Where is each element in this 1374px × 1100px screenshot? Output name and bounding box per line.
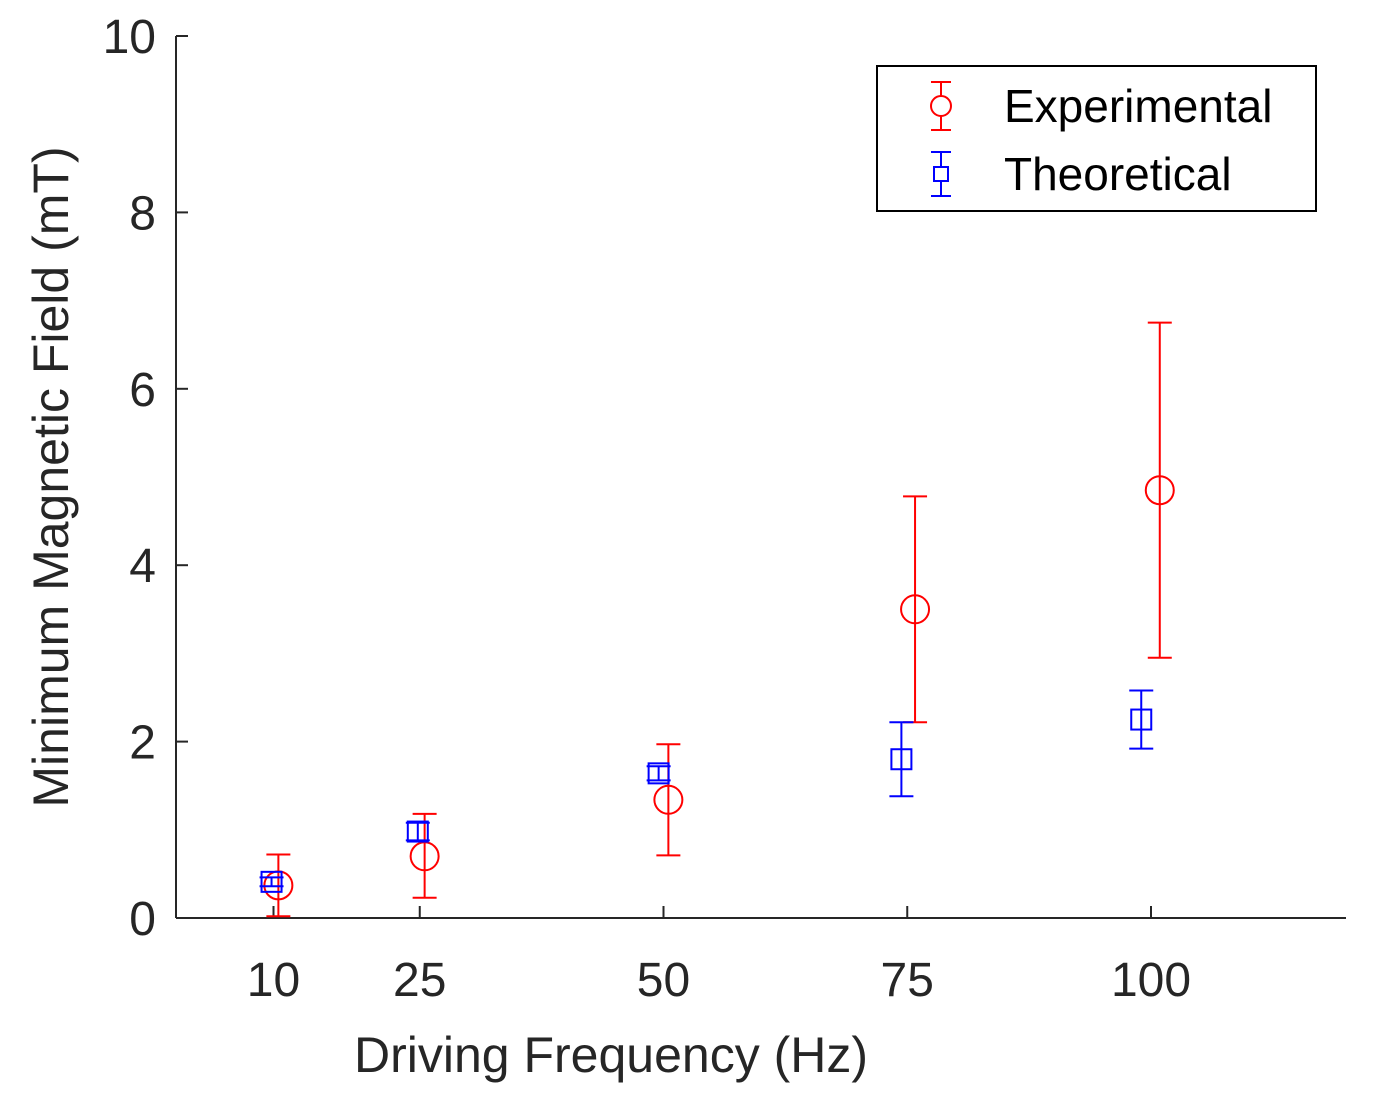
legend-theoretical-label: Theoretical	[1004, 148, 1232, 200]
theoretical-point	[260, 870, 283, 893]
y-tick-label: 2	[129, 717, 156, 770]
y-tick-label: 8	[129, 187, 156, 240]
legend-experimental-marker	[930, 95, 952, 117]
theoretical-point	[406, 820, 429, 843]
y-tick-label: 10	[103, 11, 156, 64]
y-tick-label: 4	[129, 540, 156, 593]
experimental-point	[653, 784, 684, 815]
experimental-point	[1144, 475, 1175, 506]
theoretical-point	[890, 748, 913, 771]
theoretical-series	[259, 689, 1154, 893]
y-tick-label: 6	[129, 364, 156, 417]
experimental-point	[900, 594, 931, 625]
x-axis-label: Driving Frequency (Hz)	[354, 1027, 868, 1083]
x-tick-label: 50	[637, 954, 690, 1007]
x-tick-label: 10	[247, 954, 300, 1007]
y-tick-label: 0	[129, 893, 156, 946]
theoretical-point	[1130, 708, 1153, 731]
theoretical-point	[647, 762, 670, 785]
legend-theoretical-marker	[933, 166, 949, 182]
y-axis-label: Minimum Magnetic Field (mT)	[23, 146, 79, 807]
x-tick-label: 25	[393, 954, 446, 1007]
legend-experimental-label: Experimental	[1004, 80, 1272, 132]
legend: Experimental Theoretical	[876, 65, 1317, 212]
axes: 0 2 4 6 8 10 10 25 50 75 100	[103, 11, 1346, 1007]
x-tick-label: 75	[881, 954, 934, 1007]
legend-box	[876, 65, 1317, 212]
x-tick-label: 100	[1111, 954, 1191, 1007]
experimental-series	[263, 321, 1175, 918]
data-marks	[259, 321, 1175, 918]
